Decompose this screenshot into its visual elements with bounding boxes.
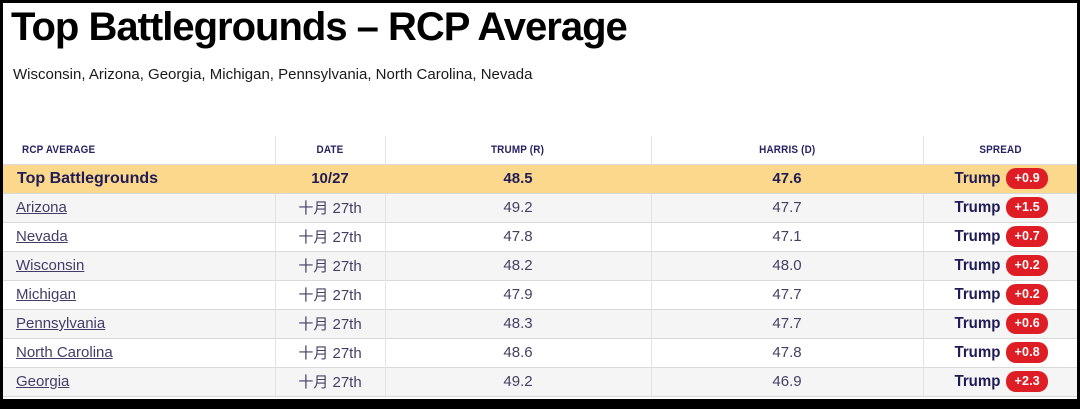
- harris-value: 47.7: [650, 308, 923, 338]
- state-link-arizona[interactable]: Arizona: [16, 199, 67, 216]
- spread-winner-label: Trump: [954, 344, 1000, 362]
- spread-winner-label: Trump: [954, 373, 1000, 391]
- date-cell: 十月 27th: [274, 279, 385, 309]
- col-header-rcp-average: RCP AVERAGE: [22, 143, 96, 156]
- spread-badge: +0.9: [1006, 168, 1048, 189]
- date-cell: 十月 27th: [274, 221, 385, 251]
- trump-value: 48.6: [384, 337, 651, 367]
- spread-cell: Trump +0.2: [922, 250, 1077, 280]
- table-row-nevada: Nevada 十月 27th 47.8 47.1 Trump +0.7: [3, 221, 1077, 251]
- spread-badge: +0.7: [1006, 226, 1048, 247]
- summary-spread-cell: Trump +0.9: [922, 163, 1077, 193]
- state-link-nevada[interactable]: Nevada: [16, 228, 68, 245]
- spread-cell: Trump +2.3: [922, 366, 1077, 396]
- table-row-wisconsin: Wisconsin 十月 27th 48.2 48.0 Trump +0.2: [3, 250, 1077, 280]
- table-row-summary: Top Battlegrounds 10/27 48.5 47.6 Trump +…: [3, 163, 1077, 193]
- date-cell: 十月 27th: [274, 366, 385, 396]
- trump-value: 49.2: [384, 192, 651, 222]
- spread-winner-label: Trump: [954, 315, 1000, 333]
- spread-cell: Trump +0.7: [922, 221, 1077, 251]
- date-cell: 十月 27th: [274, 192, 385, 222]
- spread-badge: +1.5: [1006, 197, 1048, 218]
- date-cell: 十月 27th: [274, 337, 385, 367]
- trump-value: 49.2: [384, 366, 651, 396]
- spread-cell: Trump +0.8: [922, 337, 1077, 367]
- spread-winner-label: Trump: [954, 257, 1000, 275]
- spread-cell: Trump +1.5: [922, 192, 1077, 222]
- harris-value: 46.9: [650, 366, 923, 396]
- trump-value: 48.2: [384, 250, 651, 280]
- spread-badge: +0.8: [1006, 342, 1048, 363]
- spread-badge: +0.2: [1006, 255, 1048, 276]
- table-row-arizona: Arizona 十月 27th 49.2 47.7 Trump +1.5: [3, 192, 1077, 222]
- page-title: Top Battlegrounds – RCP Average: [11, 5, 628, 49]
- spread-cell: Trump +0.6: [922, 308, 1077, 338]
- col-header-spread: SPREAD: [979, 143, 1022, 156]
- spread-winner-label: Trump: [954, 286, 1000, 304]
- spread-badge: +0.2: [1006, 284, 1048, 305]
- table-row-michigan: Michigan 十月 27th 47.9 47.7 Trump +0.2: [3, 279, 1077, 309]
- trump-value: 48.3: [384, 308, 651, 338]
- table-row-north-carolina: North Carolina 十月 27th 48.6 47.8 Trump +0…: [3, 337, 1077, 367]
- table-row-georgia: Georgia 十月 27th 49.2 46.9 Trump +2.3: [3, 366, 1077, 396]
- col-header-harris: HARRIS (D): [758, 143, 816, 156]
- state-link-north-carolina[interactable]: North Carolina: [16, 344, 113, 361]
- summary-harris-value: 47.6: [650, 163, 923, 193]
- col-header-trump: TRUMP (R): [491, 143, 545, 156]
- table-header-row: RCP AVERAGE DATE TRUMP (R) HARRIS (D) SP…: [3, 136, 1077, 164]
- page-subtitle: Wisconsin, Arizona, Georgia, Michigan, P…: [13, 66, 533, 83]
- summary-label: Top Battlegrounds: [3, 163, 275, 193]
- trump-value: 47.9: [384, 279, 651, 309]
- harris-value: 48.0: [650, 250, 923, 280]
- spread-winner-label: Trump: [954, 228, 1000, 246]
- summary-date: 10/27: [274, 163, 385, 193]
- table-row-pennsylvania: Pennsylvania 十月 27th 48.3 47.7 Trump +0.6: [3, 308, 1077, 338]
- rcp-average-table: RCP AVERAGE DATE TRUMP (R) HARRIS (D) SP…: [3, 136, 1077, 397]
- bottom-black-bar: [3, 399, 1077, 406]
- trump-value: 47.8: [384, 221, 651, 251]
- state-link-wisconsin[interactable]: Wisconsin: [16, 257, 85, 274]
- summary-trump-value: 48.5: [384, 163, 651, 193]
- harris-value: 47.7: [650, 192, 923, 222]
- col-header-date: DATE: [316, 143, 344, 156]
- date-cell: 十月 27th: [274, 250, 385, 280]
- harris-value: 47.8: [650, 337, 923, 367]
- state-link-georgia[interactable]: Georgia: [16, 373, 70, 390]
- harris-value: 47.1: [650, 221, 923, 251]
- harris-value: 47.7: [650, 279, 923, 309]
- spread-badge: +2.3: [1006, 371, 1048, 392]
- state-link-pennsylvania[interactable]: Pennsylvania: [16, 315, 106, 332]
- spread-cell: Trump +0.2: [922, 279, 1077, 309]
- state-link-michigan[interactable]: Michigan: [16, 286, 77, 303]
- spread-winner-label: Trump: [954, 199, 1000, 217]
- spread-winner-label: Trump: [954, 170, 1000, 188]
- spread-badge: +0.6: [1006, 313, 1048, 334]
- date-cell: 十月 27th: [274, 308, 385, 338]
